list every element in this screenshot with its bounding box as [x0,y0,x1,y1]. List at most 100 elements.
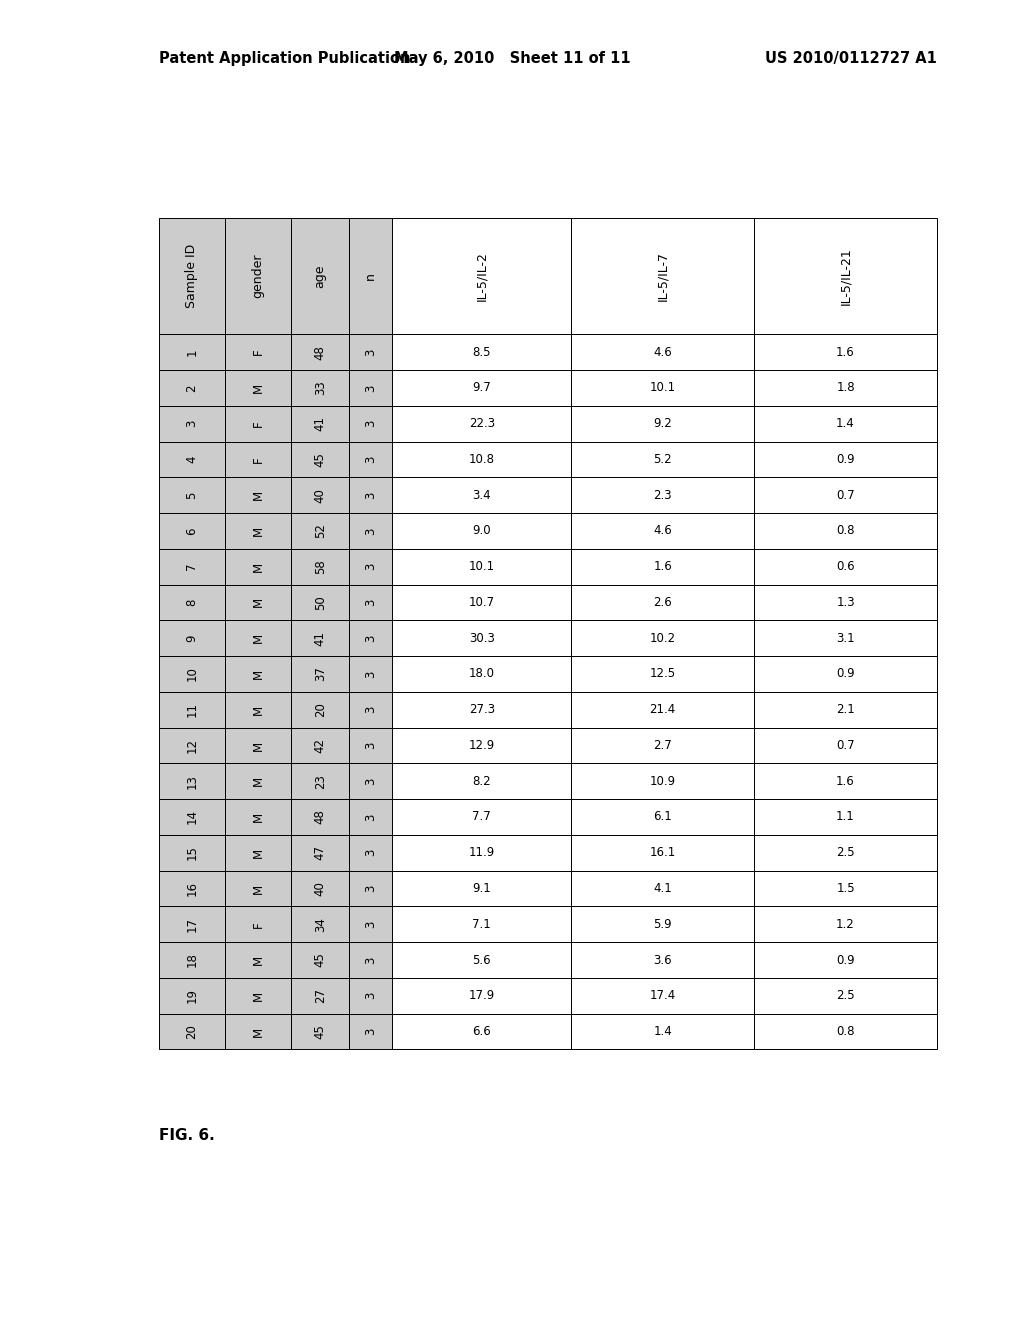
Text: 3.4: 3.4 [472,488,490,502]
Text: 1.6: 1.6 [653,560,672,573]
Bar [571,942,754,978]
Text: 30.3: 30.3 [469,632,495,644]
Text: 9.1: 9.1 [472,882,492,895]
Bar [349,441,392,478]
Text: 0.7: 0.7 [837,739,855,752]
Text: IL-5/IL-21: IL-5/IL-21 [839,247,852,305]
Text: 20: 20 [313,702,327,717]
Bar [291,871,349,907]
Text: M: M [252,776,264,787]
Text: M: M [252,954,264,965]
Bar [349,405,392,441]
Bar [225,834,291,871]
Text: F: F [252,420,264,426]
Bar [225,478,291,513]
Text: M: M [252,598,264,607]
Text: 17.9: 17.9 [469,989,495,1002]
Bar [159,692,225,727]
Bar [225,656,291,692]
Text: 11: 11 [185,702,199,717]
Bar [159,620,225,656]
Bar [571,1014,754,1049]
Text: F: F [252,457,264,463]
Text: M: M [252,634,264,643]
Bar [291,727,349,763]
Text: 4: 4 [185,455,199,463]
Bar [349,513,392,549]
Text: 1.4: 1.4 [653,1026,672,1038]
Bar [571,799,754,834]
Text: 7: 7 [185,562,199,570]
Text: 6: 6 [185,527,199,535]
Bar [349,549,392,585]
Bar [571,334,754,370]
Text: Sample ID: Sample ID [185,244,199,308]
Text: M: M [252,383,264,393]
Text: 10.9: 10.9 [649,775,676,788]
Bar [225,370,291,405]
Text: 16: 16 [185,880,199,896]
Bar [349,585,392,620]
Bar [571,978,754,1014]
Text: 2.1: 2.1 [837,704,855,717]
Text: 3: 3 [365,635,377,642]
Bar [571,585,754,620]
Text: 1.5: 1.5 [837,882,855,895]
Bar [754,478,937,513]
Text: 12: 12 [185,738,199,752]
Bar [392,834,571,871]
Bar [225,549,291,585]
Text: 40: 40 [313,487,327,503]
Bar [392,907,571,942]
Bar [159,907,225,942]
Bar [392,549,571,585]
Bar [571,441,754,478]
Text: 1.6: 1.6 [837,775,855,788]
Text: 1.6: 1.6 [837,346,855,359]
Bar [571,907,754,942]
Text: 3: 3 [365,956,377,964]
Bar [571,478,754,513]
Text: 10: 10 [185,667,199,681]
Bar [392,692,571,727]
Bar [754,513,937,549]
Bar [754,334,937,370]
Text: 17.4: 17.4 [649,989,676,1002]
Bar [349,942,392,978]
Text: 19: 19 [185,989,199,1003]
Bar [159,441,225,478]
Text: 4.6: 4.6 [653,346,672,359]
Text: 3: 3 [365,671,377,677]
Text: 5.9: 5.9 [653,917,672,931]
Text: 2: 2 [185,384,199,392]
Bar [291,656,349,692]
Bar [754,441,937,478]
Text: 3: 3 [365,384,377,392]
Bar [225,942,291,978]
Bar [291,692,349,727]
Bar [349,978,392,1014]
Bar [291,218,349,334]
Text: 48: 48 [313,345,327,359]
Text: 2.5: 2.5 [837,989,855,1002]
Bar [349,799,392,834]
Text: 17: 17 [185,917,199,932]
Bar [159,1014,225,1049]
Text: 3: 3 [365,813,377,821]
Text: 3: 3 [365,562,377,570]
Bar [159,656,225,692]
Text: 12.5: 12.5 [649,668,676,680]
Text: 37: 37 [313,667,327,681]
Text: 3: 3 [365,706,377,713]
Text: 3: 3 [365,527,377,535]
Bar [349,478,392,513]
Text: 42: 42 [313,738,327,752]
Bar [754,834,937,871]
Bar [349,907,392,942]
Text: 15: 15 [185,845,199,861]
Bar [392,978,571,1014]
Bar [392,942,571,978]
Bar [392,218,571,334]
Bar [392,478,571,513]
Bar [349,871,392,907]
